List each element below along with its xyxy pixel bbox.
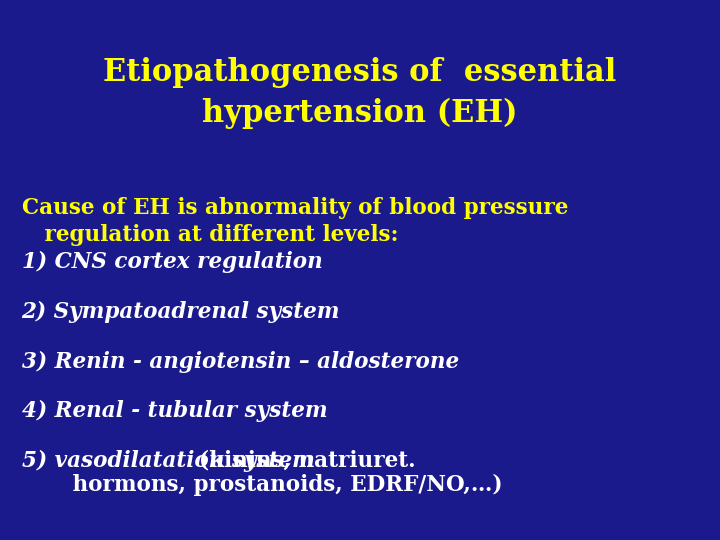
Text: 2) Sympatoadrenal system: 2) Sympatoadrenal system xyxy=(22,301,340,323)
Text: Cause of EH is abnormality of blood pressure
   regulation at different levels:: Cause of EH is abnormality of blood pres… xyxy=(22,197,568,246)
Text: 1) CNS cortex regulation: 1) CNS cortex regulation xyxy=(22,251,323,273)
Text: 4) Renal - tubular system: 4) Renal - tubular system xyxy=(22,400,327,422)
Text: 5) vasodilatation system: 5) vasodilatation system xyxy=(22,450,322,472)
Text: Etiopathogenesis of  essential
hypertension (EH): Etiopathogenesis of essential hypertensi… xyxy=(104,57,616,129)
Text: (kinins, natriuret.: (kinins, natriuret. xyxy=(199,450,415,472)
Text: 3) Renin - angiotensin – aldosterone: 3) Renin - angiotensin – aldosterone xyxy=(22,350,459,373)
Text: hormons, prostanoids, EDRF/NO,…): hormons, prostanoids, EDRF/NO,…) xyxy=(50,474,503,496)
